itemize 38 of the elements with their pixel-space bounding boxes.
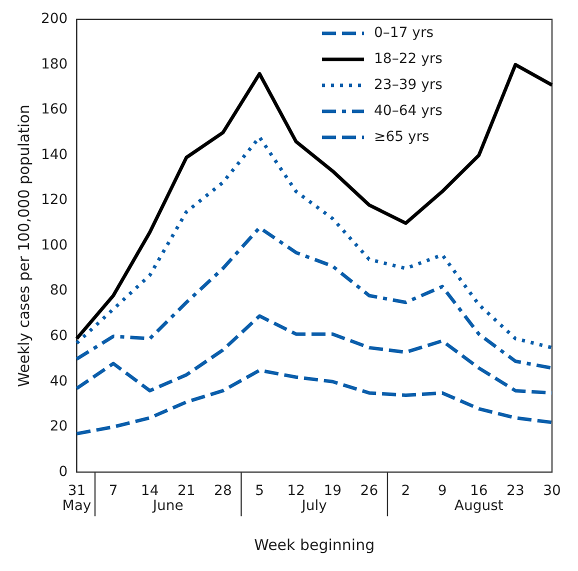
x-axis-title: Week beginning — [254, 536, 375, 554]
x-tick-label: 5 — [255, 483, 264, 500]
text: August — [454, 498, 504, 514]
legend-label: 40–64 yrs — [374, 103, 442, 120]
y-tick-label: 60 — [50, 328, 68, 344]
line-series — [74, 314, 554, 395]
x-tick-label: 2 — [401, 483, 410, 500]
x-tick-label: 21 — [177, 483, 196, 500]
y-tick-label: 80 — [50, 282, 68, 299]
x-tick-label: 14 — [140, 483, 159, 500]
y-tick-label: 100 — [40, 237, 68, 254]
y-tick-label: 0 — [58, 464, 68, 480]
x-tick-label: 9 — [438, 483, 447, 500]
x-tick-label: 28 — [214, 483, 232, 500]
x-tick-label: 7 — [108, 483, 118, 500]
y-tick-label: 140 — [40, 146, 68, 163]
y-tick-label: 180 — [40, 56, 68, 72]
y-axis-title: Weekly cases per 100,000 population — [14, 104, 33, 387]
line-series — [74, 368, 554, 436]
y-tick-label: 200 — [40, 11, 68, 28]
text: May — [62, 498, 92, 514]
x-tick-label: 30 — [543, 483, 561, 500]
legend-label: ≥65 yrs — [374, 129, 430, 146]
text: July — [300, 498, 327, 514]
x-tick-label: 23 — [506, 483, 524, 500]
y-tick-label: 120 — [40, 192, 68, 208]
legend-label: 0–17 yrs — [374, 25, 434, 42]
y-tick-label: 160 — [40, 102, 68, 118]
text: June — [152, 498, 184, 514]
legend-label: 23–39 yrs — [374, 77, 442, 94]
x-tick-label: 12 — [287, 483, 305, 500]
y-tick-label: 20 — [50, 418, 68, 435]
legend-label: 18–22 yrs — [374, 51, 442, 68]
x-tick-label: 19 — [324, 483, 342, 500]
x-tick-label: 31 — [68, 483, 86, 500]
x-tick-label: 16 — [470, 483, 488, 500]
y-tick-label: 40 — [50, 373, 68, 390]
x-tick-label: 26 — [360, 483, 378, 500]
